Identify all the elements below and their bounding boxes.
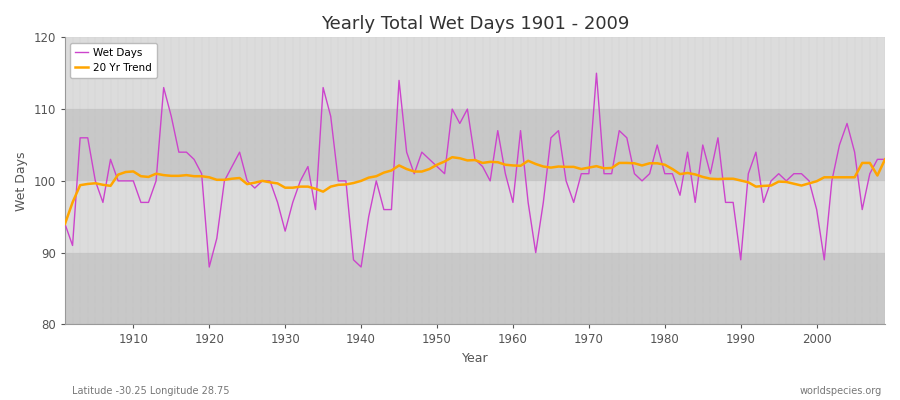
- Line: Wet Days: Wet Days: [65, 73, 885, 267]
- Wet Days: [59, 222, 70, 226]
- Line: 20 Yr Trend: 20 Yr Trend: [65, 157, 885, 224]
- 20 Yr Trend: [446, 155, 457, 160]
- 20 Yr Trend: [879, 157, 890, 162]
- Bar: [65, 181, 885, 253]
- Y-axis label: Wet Days: Wet Days: [15, 151, 28, 211]
- Legend: Wet Days, 20 Yr Trend: Wet Days, 20 Yr Trend: [70, 42, 157, 78]
- 20 Yr Trend: [508, 163, 518, 168]
- Title: Yearly Total Wet Days 1901 - 2009: Yearly Total Wet Days 1901 - 2009: [320, 15, 629, 33]
- 20 Yr Trend: [59, 222, 70, 226]
- Bar: [65, 253, 885, 324]
- 20 Yr Trend: [287, 185, 298, 190]
- Wet Days: [508, 200, 518, 205]
- Wet Days: [879, 157, 890, 162]
- Bar: [65, 37, 885, 109]
- Wet Days: [614, 128, 625, 133]
- Wet Days: [121, 178, 131, 183]
- Bar: [65, 109, 885, 181]
- 20 Yr Trend: [515, 164, 526, 168]
- Text: worldspecies.org: worldspecies.org: [800, 386, 882, 396]
- 20 Yr Trend: [121, 170, 131, 174]
- 20 Yr Trend: [333, 182, 344, 187]
- Wet Days: [340, 178, 351, 183]
- Wet Days: [295, 178, 306, 183]
- Wet Days: [515, 128, 526, 133]
- Wet Days: [203, 264, 214, 269]
- Text: Latitude -30.25 Longitude 28.75: Latitude -30.25 Longitude 28.75: [72, 386, 230, 396]
- 20 Yr Trend: [607, 166, 617, 170]
- X-axis label: Year: Year: [462, 352, 489, 365]
- Wet Days: [591, 71, 602, 76]
